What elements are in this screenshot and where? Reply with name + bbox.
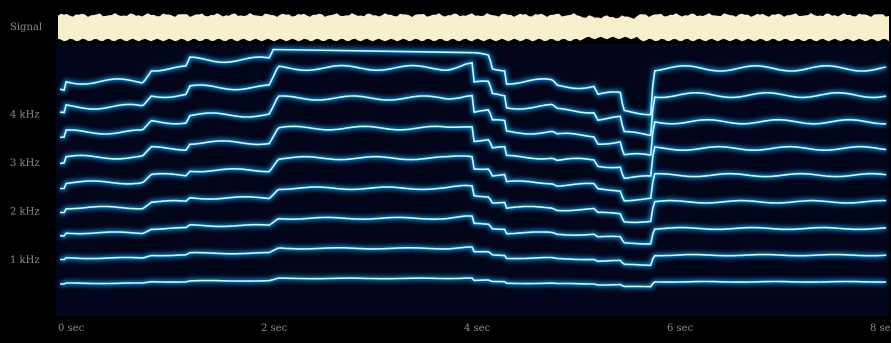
x-tick-label: 6 sec [667, 323, 694, 334]
y-tick-label: 1 kHz [10, 255, 40, 266]
harmonic-4-line [59, 184, 887, 224]
harmonic-3-line [59, 215, 887, 245]
harmonic-9-line [59, 48, 887, 116]
harmonic-6-line [59, 125, 887, 180]
y-tick-label: 4 kHz [10, 110, 40, 121]
x-tick-label: 0 sec [58, 323, 85, 334]
harmonic-5-line [59, 155, 887, 202]
spectrogram-panel [56, 44, 889, 316]
harmonic-core-layer [59, 48, 887, 288]
signal-label: Signal [10, 22, 42, 33]
harmonic-8-line [59, 61, 887, 137]
x-axis-ticks: 0 sec 2 sec 4 sec 6 sec 8 sec [58, 323, 891, 334]
harmonic-2-line [60, 246, 887, 267]
y-tick-label: 3 kHz [10, 158, 40, 169]
x-tick-label: 2 sec [261, 323, 288, 334]
signal-waveform [58, 13, 889, 42]
y-tick-label: 2 kHz [10, 207, 40, 218]
harmonic-1-line [60, 277, 887, 288]
harmonic-7-line [59, 94, 887, 157]
x-tick-label: 4 sec [464, 323, 491, 334]
x-tick-label: 8 sec [870, 323, 891, 334]
y-axis-ticks: 1 kHz 2 kHz 3 kHz 4 kHz [10, 110, 40, 267]
